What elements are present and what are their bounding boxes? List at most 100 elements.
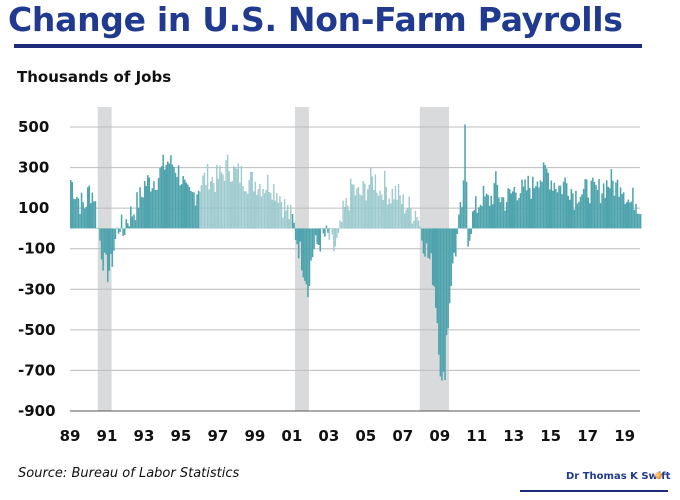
bar bbox=[613, 195, 616, 229]
bar bbox=[362, 181, 364, 229]
bar bbox=[535, 186, 537, 229]
bar bbox=[177, 165, 180, 229]
bar bbox=[527, 175, 529, 229]
bar bbox=[183, 179, 186, 229]
bar bbox=[424, 228, 426, 257]
bar bbox=[462, 180, 465, 229]
bar bbox=[185, 182, 188, 229]
bar bbox=[359, 194, 361, 229]
bar bbox=[217, 178, 219, 229]
bar bbox=[70, 180, 72, 229]
bar bbox=[173, 166, 175, 229]
bar bbox=[225, 160, 227, 229]
bar bbox=[636, 213, 639, 229]
bar bbox=[240, 166, 243, 229]
bar bbox=[512, 191, 514, 229]
bar bbox=[330, 228, 332, 230]
bar bbox=[322, 228, 325, 234]
bar bbox=[542, 162, 545, 229]
bar bbox=[495, 171, 497, 229]
bar bbox=[137, 207, 140, 229]
bar bbox=[308, 228, 311, 286]
bar bbox=[168, 163, 171, 229]
bar bbox=[94, 201, 97, 229]
bar bbox=[376, 192, 378, 229]
bar bbox=[478, 207, 480, 229]
bar bbox=[257, 189, 260, 229]
bar bbox=[382, 200, 384, 229]
bar bbox=[213, 183, 215, 229]
bar bbox=[417, 220, 420, 229]
bar bbox=[615, 182, 617, 229]
bar bbox=[464, 124, 466, 229]
bar bbox=[296, 228, 298, 245]
bar bbox=[271, 199, 273, 229]
bar bbox=[159, 167, 161, 229]
bar bbox=[390, 203, 392, 229]
bar bbox=[113, 228, 115, 251]
bar bbox=[530, 198, 533, 229]
bar bbox=[305, 228, 308, 285]
bar bbox=[273, 184, 275, 229]
bar bbox=[167, 161, 169, 229]
bar bbox=[582, 188, 585, 229]
bar bbox=[510, 193, 513, 229]
bar bbox=[163, 169, 166, 229]
bar bbox=[405, 209, 407, 229]
y-tick-label: 500 bbox=[18, 118, 49, 136]
bar bbox=[337, 228, 340, 233]
bar bbox=[471, 211, 474, 229]
bar bbox=[544, 164, 546, 229]
bar bbox=[199, 191, 201, 229]
bar bbox=[572, 193, 574, 229]
author-credit: Dr Thomas K Swift bbox=[566, 471, 671, 482]
author-logo-dot bbox=[655, 472, 662, 479]
bar bbox=[427, 228, 429, 258]
recession-shading bbox=[97, 107, 450, 411]
bar bbox=[496, 184, 499, 229]
bar bbox=[287, 205, 289, 229]
bar bbox=[627, 199, 630, 229]
bar bbox=[262, 189, 264, 229]
bar bbox=[482, 185, 485, 229]
bar bbox=[558, 185, 560, 229]
bar bbox=[430, 228, 432, 254]
bar bbox=[147, 175, 149, 229]
x-tick-label: 03 bbox=[318, 427, 339, 445]
bar bbox=[194, 205, 197, 229]
bar bbox=[145, 185, 148, 229]
bar bbox=[467, 228, 469, 247]
bar bbox=[260, 196, 263, 229]
chart-title: Change in U.S. Non-Farm Payrolls bbox=[8, 0, 623, 39]
bar bbox=[71, 182, 74, 229]
bar bbox=[553, 182, 556, 229]
bar bbox=[391, 188, 394, 229]
bar bbox=[162, 154, 164, 229]
bar bbox=[283, 199, 286, 229]
bar bbox=[299, 228, 302, 242]
bar bbox=[596, 189, 599, 229]
x-tick-label: 99 bbox=[244, 427, 265, 445]
bar bbox=[265, 190, 267, 229]
bar bbox=[130, 206, 132, 229]
bar bbox=[176, 177, 178, 229]
bar bbox=[394, 186, 397, 229]
bar bbox=[618, 196, 620, 229]
bar bbox=[428, 228, 431, 260]
bar bbox=[108, 228, 111, 271]
bar bbox=[413, 221, 415, 229]
bar bbox=[598, 178, 600, 229]
bar bbox=[410, 207, 412, 229]
bar bbox=[180, 184, 183, 229]
bar bbox=[216, 165, 218, 229]
bar bbox=[370, 167, 372, 229]
bar bbox=[524, 179, 526, 229]
bar bbox=[367, 189, 369, 229]
bar bbox=[106, 228, 109, 282]
bar bbox=[630, 201, 633, 229]
bar bbox=[562, 181, 565, 229]
bar bbox=[270, 193, 272, 229]
bar bbox=[590, 180, 593, 229]
